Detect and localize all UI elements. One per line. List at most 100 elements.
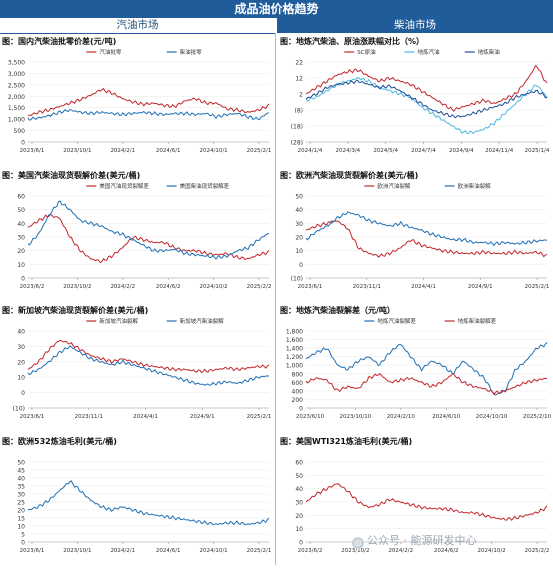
x-tick-label: 2025/2/10: [523, 414, 552, 420]
chart-svg: 0 500 1,000 1,500 2,000 2,500 3,000 3,500 2023/6…: [8, 48, 272, 154]
x-tick-label: 2024/9/1: [190, 414, 215, 420]
series-line-0: [27, 339, 270, 374]
legend-label: 柴油批零: [180, 48, 203, 56]
page-title: 成品油价格趋势: [0, 0, 553, 18]
y-tick-label: 0: [21, 140, 25, 147]
watermark-text: 公众号 · 能源研发中心: [367, 534, 477, 547]
y-tick-label: 10: [295, 526, 303, 533]
x-tick-label: 2024/6/2: [156, 284, 181, 290]
series-line-0: [305, 64, 548, 113]
y-tick-label: 3,000: [8, 71, 25, 78]
series-line-0: [305, 342, 548, 396]
y-tick-label: 40: [17, 476, 25, 483]
x-tick-label: 2024/6/1: [156, 148, 181, 154]
legend-label: 地炼汽油裂解差: [377, 317, 416, 325]
x-tick-label: 2024/10/2: [477, 548, 505, 554]
x-tick-label: 2023/6/1: [20, 148, 45, 154]
series-line-1: [27, 108, 270, 121]
column-divider: [275, 33, 276, 565]
y-tick-label: 35: [17, 484, 25, 491]
y-tick-label: 22: [295, 60, 303, 67]
series-line-0: [305, 220, 548, 258]
y-tick-label: 10: [17, 375, 25, 382]
x-tick-label: 2024/7/4: [411, 148, 436, 154]
x-tick-label: 2024/10/1: [199, 548, 227, 554]
y-tick-label: 3,500: [8, 60, 25, 67]
x-tick-label: 2023/10/1: [63, 148, 91, 154]
x-tick-label: 2025/1/4: [525, 148, 550, 154]
x-tick-label: 2024/10/1: [199, 148, 227, 154]
x-tick-label: 2023/10/10: [340, 414, 372, 420]
y-tick-label: 50: [295, 473, 303, 480]
chart-svg: 22 12 2 (8) (18) (28)2024/1/4 2024/3/4 2024/5/4…: [291, 48, 550, 154]
legend-label: 美国汽油现货裂解差: [99, 182, 149, 190]
y-tick-label: 2,000: [8, 94, 25, 101]
y-tick-label: 30: [295, 500, 303, 507]
y-tick-label: 45: [17, 468, 25, 475]
x-tick-label: 2024/10/10: [476, 414, 508, 420]
legend-label: 新加坡汽柴油裂解: [180, 317, 225, 325]
y-tick-label: 0: [299, 406, 303, 413]
chart-panel-europe-crack-spread: 图：欧洲汽柴油现货裂解价差(美元/桶) (10) 0 10 20 30 40 50 2023/…: [278, 170, 553, 300]
series-line-0: [305, 483, 548, 521]
x-tick-label: 2023/10/2: [63, 284, 91, 290]
chart-svg: 0 10 20 30 40 50 60 2023/6/2 2023/10/2 2024/2/2 20…: [17, 182, 272, 290]
gasoline-section-header: 汽油市场: [0, 18, 275, 34]
x-tick-label: 2023/6/1: [20, 548, 45, 554]
x-tick-label: 2025/2/1: [247, 548, 272, 554]
x-tick-label: 2023/10/1: [63, 548, 91, 554]
y-tick-label: 60: [17, 194, 25, 201]
x-tick-label: 2024/4/1: [133, 414, 158, 420]
y-tick-label: 20: [17, 359, 25, 366]
y-tick-label: 10: [295, 248, 303, 255]
chart-title: 图：地炼汽柴油、原油涨跌幅对比（%）: [280, 37, 425, 46]
y-tick-label: 20: [17, 248, 25, 255]
wechat-icon: ◎: [352, 537, 364, 549]
y-tick-label: 12: [295, 76, 303, 83]
y-tick-label: 1,000: [286, 363, 303, 370]
y-tick-label: 200: [292, 397, 304, 404]
x-tick-label: 2025/2/1: [525, 284, 550, 290]
y-tick-label: 600: [292, 380, 304, 387]
x-tick-label: 2024/6/1: [156, 548, 181, 554]
x-tick-label: 2023/11/1: [75, 414, 103, 420]
x-tick-label: 2024/1/4: [298, 148, 323, 154]
y-tick-label: 0: [299, 540, 303, 547]
y-tick-label: 30: [17, 492, 25, 499]
y-tick-label: 0: [21, 390, 25, 397]
y-tick-label: 40: [295, 486, 303, 493]
legend-label: SC原油: [357, 48, 376, 56]
series-line-1: [305, 372, 548, 396]
chart-panel-local-refinery-vs-crude: 图：地炼汽柴油、原油涨跌幅对比（%） 22 12 2 (8) (18) (28) 2024/…: [278, 36, 553, 164]
chart-title: 图：美国汽柴油现货裂解价差(美元/桶): [2, 171, 141, 180]
y-tick-label: 5: [21, 532, 25, 539]
y-tick-label: 2: [299, 92, 303, 99]
x-tick-label: 2024/2/10: [387, 414, 416, 420]
chart-svg: (10) 0 10 20 30 40 2023/6/1 2023/11/1 2024/4/1 20…: [13, 317, 272, 420]
x-tick-label: 2024/6/2: [434, 548, 459, 554]
series-line-1: [305, 211, 548, 247]
y-tick-label: 1,400: [286, 346, 303, 353]
y-tick-label: 20: [295, 235, 303, 242]
y-tick-label: 10: [17, 524, 25, 531]
y-tick-label: 1,500: [8, 105, 25, 112]
y-tick-label: 0: [21, 276, 25, 283]
y-tick-label: (18): [291, 124, 303, 131]
x-tick-label: 2025/2/2: [247, 284, 272, 290]
y-tick-label: 0: [299, 262, 303, 269]
series-line-2: [305, 79, 548, 119]
x-tick-label: 2023/6/2: [298, 548, 323, 554]
legend-label: 欧洲汽油裂解: [377, 182, 411, 190]
chart-svg: 0 10 20 30 40 50 60 2023/6/2 2023/10/2 2024/2/2 20…: [295, 460, 549, 555]
x-tick-label: 2024/2/1: [110, 548, 135, 554]
chart-panel-us-crack-spread: 图：美国汽柴油现货裂解价差(美元/桶) 0 10 20 30 40 50 60 2023/6/…: [0, 170, 275, 300]
y-tick-label: 400: [292, 388, 304, 395]
y-tick-label: 1,800: [286, 329, 303, 336]
y-tick-label: 1,200: [286, 354, 303, 361]
x-tick-label: 2023/6/2: [20, 284, 45, 290]
chart-panel-domestic-wholesale-retail: 图：国内汽柴油批零价差(元/吨) 0 500 1,000 1,500 2,000 2,50…: [0, 36, 275, 164]
y-tick-label: 20: [295, 513, 303, 520]
y-tick-label: 40: [17, 329, 25, 336]
y-tick-label: (10): [291, 276, 303, 283]
